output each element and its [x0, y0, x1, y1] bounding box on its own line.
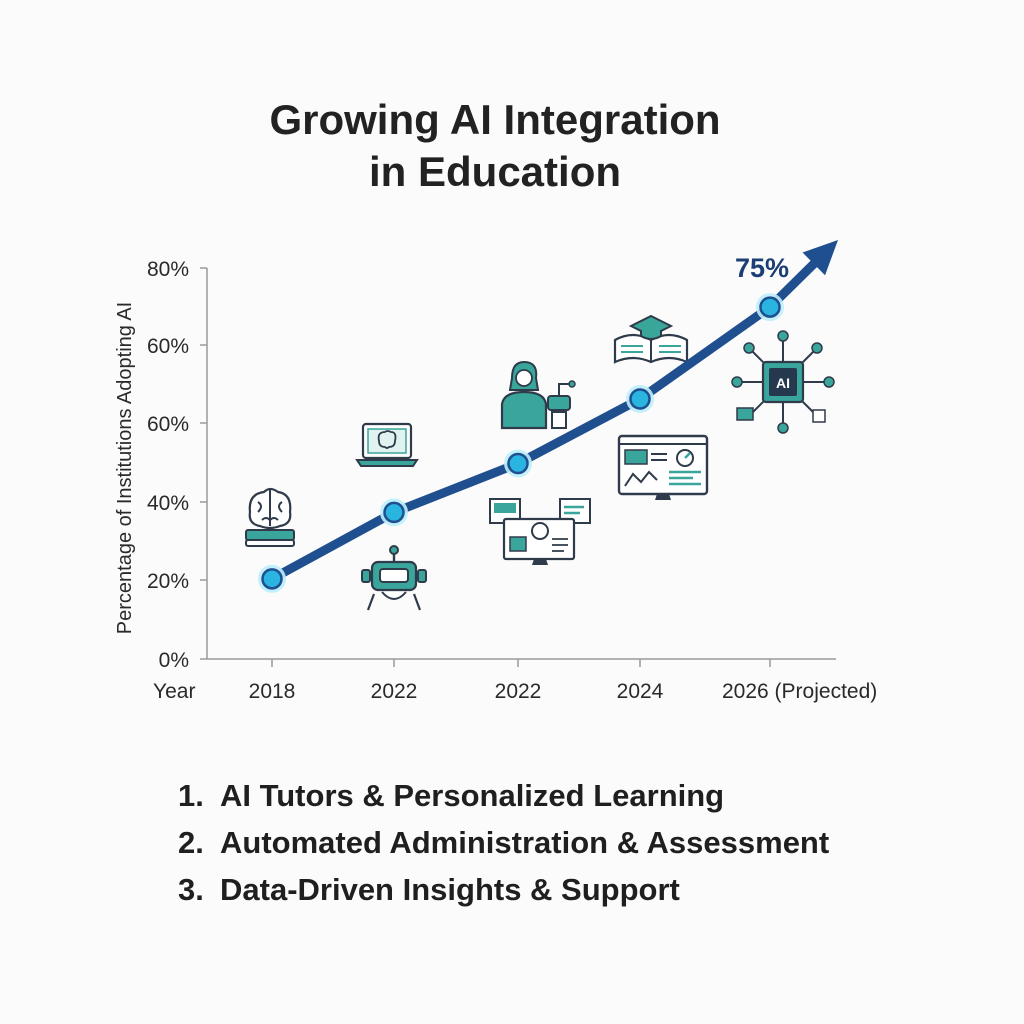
x-tick-label: 2018	[249, 680, 296, 703]
analytics-monitor-icon	[617, 434, 709, 502]
robot-icon	[360, 544, 428, 612]
y-axis-title: Percentage of Institutions Adopting AI	[114, 302, 136, 634]
insight-text: Automated Administration & Assessment	[220, 825, 830, 860]
insight-item: 1. AI Tutors & Personalized Learning	[178, 772, 829, 819]
dashboard-monitors-icon	[488, 497, 592, 567]
laptop-brain-icon	[355, 422, 419, 468]
teacher-robot-icon	[500, 360, 577, 430]
x-tick-label: 2026 (Projected)	[722, 680, 877, 703]
insight-text: AI Tutors & Personalized Learning	[220, 778, 725, 813]
icon-layer	[244, 314, 836, 612]
data-points	[258, 293, 784, 593]
insight-number: 2.	[178, 825, 204, 860]
insight-number: 3.	[178, 872, 204, 907]
chart-title-line-1: Growing AI Integration	[269, 96, 721, 143]
insight-text: Data-Driven Insights & Support	[220, 872, 680, 907]
graduation-book-icon	[613, 314, 689, 364]
arrow-head	[802, 240, 838, 276]
y-tick-label: 60%	[147, 413, 189, 436]
y-ticks: 0% 20% 40% 60% 60% 80%	[147, 258, 207, 672]
chart-title: Growing AI Integration in Education	[0, 94, 990, 198]
data-point	[380, 498, 408, 527]
data-point	[258, 564, 286, 593]
x-ticks: 2018 2022 2022 2024 2026 (Projected)	[249, 659, 877, 703]
y-tick-label: 40%	[147, 492, 189, 515]
insight-number: 1.	[178, 778, 204, 813]
insight-item: 2. Automated Administration & Assessment	[178, 819, 829, 866]
insights-list: 1. AI Tutors & Personalized Learning 2. Au…	[178, 772, 829, 913]
y-tick-label: 60%	[147, 335, 189, 358]
chart-title-line-2: in Education	[369, 148, 621, 195]
value-annotation: 75%	[735, 253, 789, 283]
data-point	[756, 293, 784, 322]
brain-book-icon	[244, 487, 296, 548]
x-tick-label: 2024	[617, 680, 664, 703]
y-tick-label: 0%	[159, 649, 189, 672]
insight-item: 3. Data-Driven Insights & Support	[178, 866, 829, 913]
data-point	[626, 384, 654, 413]
data-point	[504, 449, 532, 478]
x-tick-label: 2022	[371, 680, 418, 703]
ai-chip-network-icon	[730, 329, 836, 435]
y-tick-label: 80%	[147, 258, 189, 281]
y-tick-label: 20%	[147, 570, 189, 593]
x-axis-title: Year	[153, 680, 195, 703]
x-tick-label: 2022	[495, 680, 542, 703]
